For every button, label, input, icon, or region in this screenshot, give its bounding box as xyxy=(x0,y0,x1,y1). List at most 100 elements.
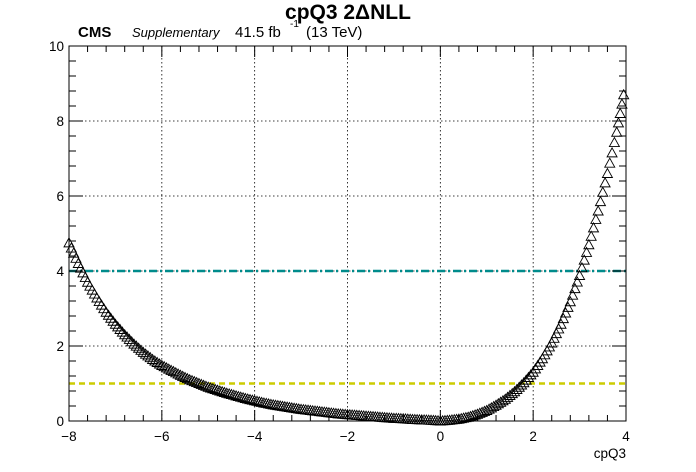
data-point-triangle xyxy=(497,394,509,406)
data-point-triangle xyxy=(453,413,465,424)
data-point-triangle xyxy=(455,412,467,424)
axis-ticks: −8 −6 −4 −2 0 2 4 0 2 4 6 8 10 xyxy=(49,39,630,444)
data-point-triangle xyxy=(599,176,611,188)
data-point-triangle xyxy=(464,410,477,421)
data-point-triangle xyxy=(142,350,154,361)
data-point-triangle xyxy=(197,379,210,390)
data-point-triangle xyxy=(592,205,604,216)
data-point-triangle xyxy=(571,276,584,287)
y-tick-label: 0 xyxy=(56,414,64,429)
data-point-triangle xyxy=(151,356,163,367)
data-point-triangle xyxy=(195,378,208,389)
data-point-triangle xyxy=(111,320,124,332)
data-point-triangle xyxy=(610,126,623,137)
luminosity-exponent: -1 xyxy=(290,19,299,30)
data-point-triangle xyxy=(467,409,479,421)
data-point-triangle xyxy=(163,363,175,374)
data-point-triangle xyxy=(460,411,472,423)
data-point-triangle xyxy=(167,365,180,377)
data-point-triangle xyxy=(580,246,593,257)
x-tick-label: −4 xyxy=(247,429,263,444)
data-point-triangle xyxy=(612,116,625,128)
data-point-triangle xyxy=(566,289,579,300)
y-tick-label: 10 xyxy=(49,39,64,54)
data-point-triangle xyxy=(107,315,119,326)
data-point-triangle xyxy=(123,333,136,344)
x-tick-label: 2 xyxy=(529,429,537,444)
y-tick-label: 8 xyxy=(56,114,64,129)
data-point-triangle xyxy=(172,368,184,379)
data-point-triangle xyxy=(499,393,512,404)
data-point-triangle xyxy=(156,359,168,370)
data-point-triangle xyxy=(557,312,570,324)
supplementary-label: Supplementary xyxy=(132,25,221,40)
data-point-triangle xyxy=(153,358,166,369)
data-point-triangle xyxy=(179,371,191,382)
data-point-triangle xyxy=(606,146,618,158)
reference-lines xyxy=(69,269,626,385)
data-point-triangle xyxy=(121,331,133,342)
data-point-triangle xyxy=(169,366,182,378)
data-point-triangle xyxy=(457,412,470,423)
data-point-triangle xyxy=(525,368,537,380)
data-point-triangle xyxy=(564,295,577,307)
data-point-triangle xyxy=(181,372,194,384)
data-point-triangle xyxy=(137,346,150,357)
data-point-triangle xyxy=(594,195,607,207)
data-point-triangle xyxy=(518,376,530,388)
data-point-triangle xyxy=(583,238,595,250)
y-tick-label: 2 xyxy=(56,339,64,354)
experiment-label: CMS xyxy=(78,24,111,41)
data-point-triangle xyxy=(176,370,189,381)
data-point-triangle xyxy=(501,391,514,402)
data-point-triangle xyxy=(555,318,567,329)
data-point-triangle xyxy=(504,389,516,400)
data-point-triangle xyxy=(520,374,532,385)
data-point-triangle xyxy=(585,230,597,241)
data-point-triangle xyxy=(200,380,212,391)
data-point-triangle xyxy=(522,371,535,382)
data-point-triangle xyxy=(597,186,609,197)
data-point-triangle xyxy=(603,157,616,168)
data-point-triangle xyxy=(109,318,122,329)
x-tick-label: 4 xyxy=(622,429,630,444)
data-point-triangle xyxy=(114,323,126,334)
data-point-triangle xyxy=(165,364,177,375)
data-point-triangle xyxy=(116,326,129,337)
data-point-triangle xyxy=(617,88,630,100)
data-point-triangle xyxy=(132,342,145,353)
data-point-triangle xyxy=(158,360,170,372)
y-tick-label: 6 xyxy=(56,189,64,204)
data-point-triangle xyxy=(174,369,187,380)
x-tick-label: −6 xyxy=(154,429,169,444)
data-point-triangle xyxy=(144,351,156,363)
data-point-triangle xyxy=(590,213,602,224)
x-tick-label: −8 xyxy=(61,429,76,444)
data-point-triangle xyxy=(125,335,138,347)
data-point-triangle xyxy=(160,362,173,373)
data-point-triangle xyxy=(616,98,628,109)
data-point-triangle xyxy=(130,340,143,351)
data-point-triangle xyxy=(462,411,474,422)
data-point-triangle xyxy=(100,306,112,317)
data-point-triangle xyxy=(190,376,203,388)
data-point-triangle xyxy=(562,301,574,312)
data-point-triangle xyxy=(105,312,117,323)
data-point-triangle xyxy=(183,373,196,385)
data-point-triangle xyxy=(569,282,581,294)
data-point-triangle xyxy=(146,353,159,364)
luminosity-label: 41.5 fb xyxy=(235,24,281,41)
data-point-triangle xyxy=(576,261,588,273)
data-point-triangle xyxy=(135,344,147,355)
data-point-triangle xyxy=(118,328,131,340)
data-point-triangle xyxy=(188,375,201,387)
x-tick-label: −2 xyxy=(340,429,355,444)
data-point-triangle xyxy=(608,136,621,148)
data-point-triangle xyxy=(193,377,205,388)
data-point-triangle xyxy=(573,269,586,280)
data-markers xyxy=(63,88,630,426)
data-point-triangle xyxy=(559,307,572,318)
energy-label: (13 TeV) xyxy=(306,24,362,41)
x-axis-label: cpQ3 xyxy=(594,446,626,461)
